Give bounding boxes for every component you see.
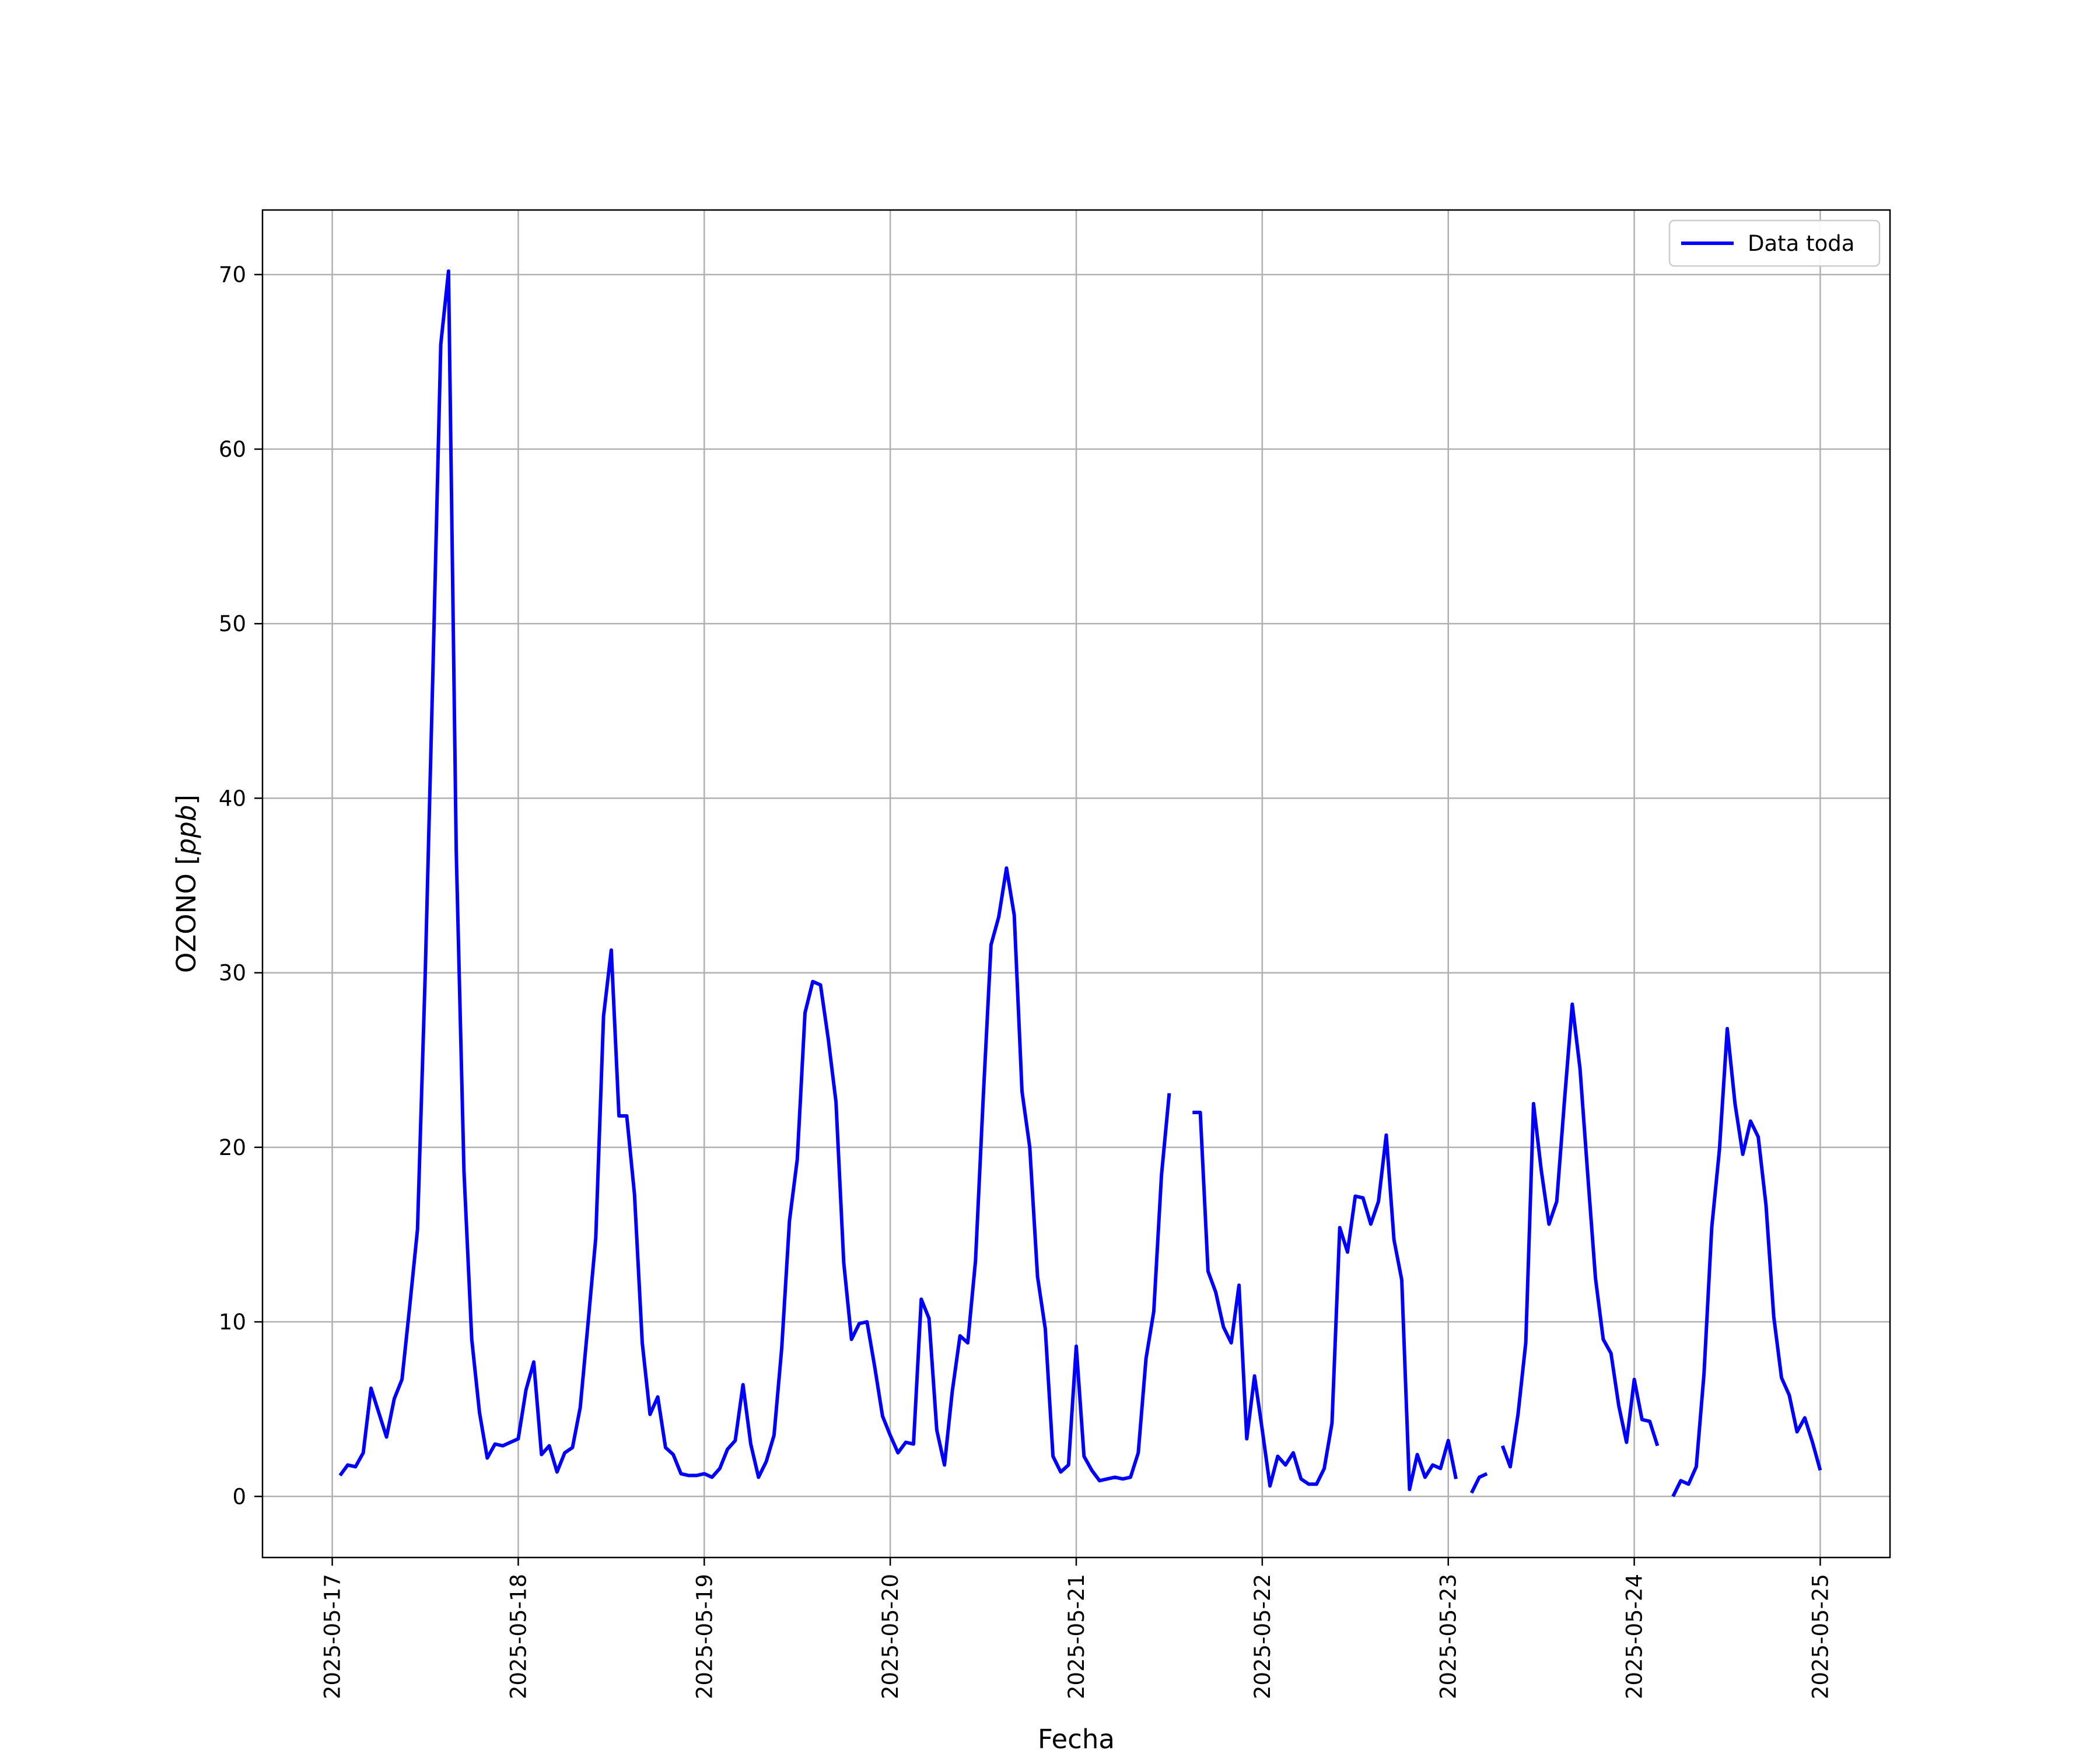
x-tick-label: 2025-05-23 bbox=[1436, 1574, 1461, 1699]
x-tick-label: 2025-05-19 bbox=[692, 1574, 717, 1699]
series-line-segment bbox=[1500, 1002, 1660, 1469]
series-line-segment bbox=[338, 269, 1171, 1483]
y-tick-label: 60 bbox=[219, 437, 246, 462]
y-axis-label: OZONO [ppb] bbox=[171, 794, 202, 973]
series-line-segment bbox=[1192, 1111, 1458, 1492]
y-tick-label: 50 bbox=[219, 611, 246, 636]
x-tick-label: 2025-05-17 bbox=[320, 1574, 345, 1699]
x-tick-label: 2025-05-25 bbox=[1808, 1574, 1833, 1699]
series-line-segment bbox=[1469, 1472, 1488, 1494]
y-axis-label-close: ] bbox=[171, 794, 202, 805]
x-tick-label: 2025-05-18 bbox=[506, 1574, 531, 1699]
y-tick-label: 10 bbox=[219, 1310, 246, 1335]
legend-box bbox=[1668, 219, 1881, 267]
y-tick-label: 0 bbox=[232, 1484, 246, 1509]
grid bbox=[262, 210, 1890, 1558]
x-tick-label: 2025-05-20 bbox=[878, 1574, 903, 1699]
x-axis-label: Fecha bbox=[1038, 1724, 1115, 1750]
y-tick-label: 30 bbox=[219, 961, 246, 986]
x-tick-label: 2025-05-24 bbox=[1622, 1574, 1647, 1699]
x-tick-label: 2025-05-22 bbox=[1250, 1574, 1275, 1699]
y-axis-label-main: OZONO [ bbox=[171, 855, 202, 973]
y-axis-label-unit: ppb bbox=[171, 805, 202, 856]
y-tick-label: 40 bbox=[219, 786, 246, 811]
legend-label: Data toda bbox=[1748, 231, 1854, 256]
series-layer bbox=[338, 269, 1822, 1497]
y-tick-label: 70 bbox=[219, 262, 246, 288]
series-line-segment bbox=[1671, 1027, 1822, 1497]
x-axis: 2025-05-17 2025-05-18 2025-05-19 2025-05-20… bbox=[320, 1558, 1833, 1699]
y-axis: 0 10 20 30 40 50 60 70 bbox=[219, 262, 262, 1509]
y-tick-label: 20 bbox=[219, 1135, 246, 1160]
legend: Data toda bbox=[1668, 219, 1881, 267]
x-tick-label: 2025-05-21 bbox=[1064, 1574, 1089, 1699]
